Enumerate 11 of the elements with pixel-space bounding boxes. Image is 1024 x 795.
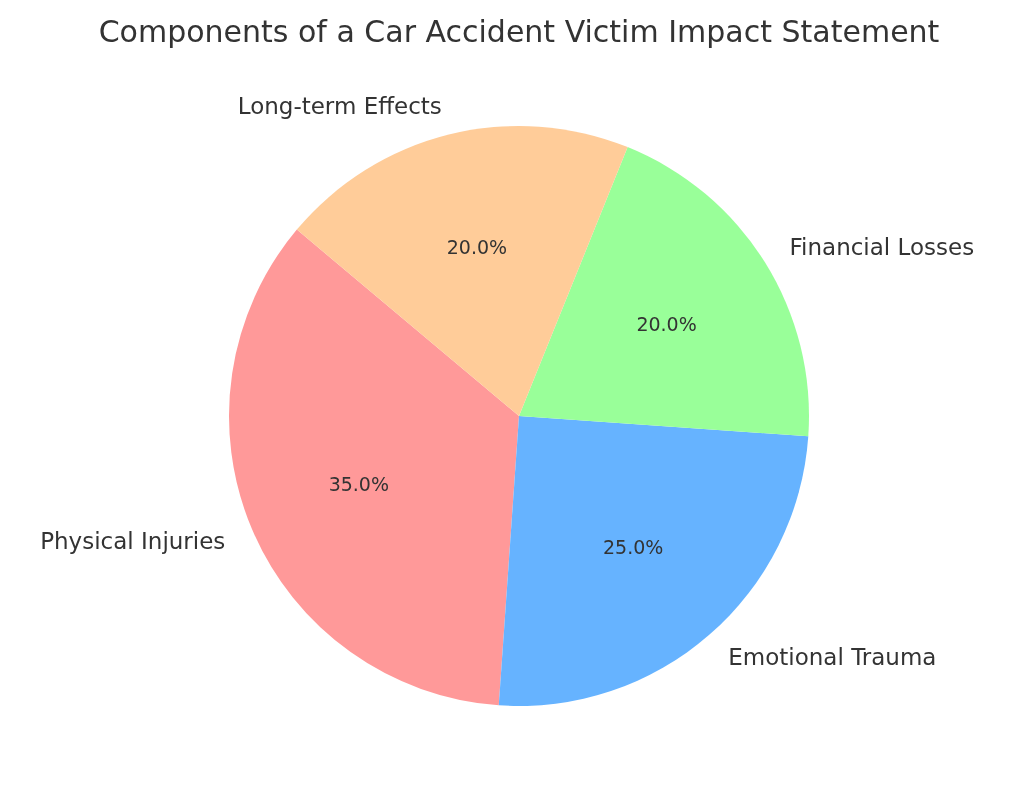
chart-title: Components of a Car Accident Victim Impact Statement	[98, 14, 940, 49]
data-label: 20.0%	[446, 236, 508, 259]
data-label: 25.0%	[602, 536, 664, 559]
slice-label: Physical Injuries	[40, 527, 226, 554]
data-label: 20.0%	[636, 312, 697, 335]
pie-slice	[296, 126, 628, 416]
data-label: 35.0%	[328, 472, 390, 495]
slice-label: Long-term Effects	[237, 93, 442, 120]
slice-label: Financial Losses	[789, 233, 975, 260]
slice-label: Emotional Trauma	[728, 643, 937, 670]
pie-slice	[229, 229, 519, 706]
